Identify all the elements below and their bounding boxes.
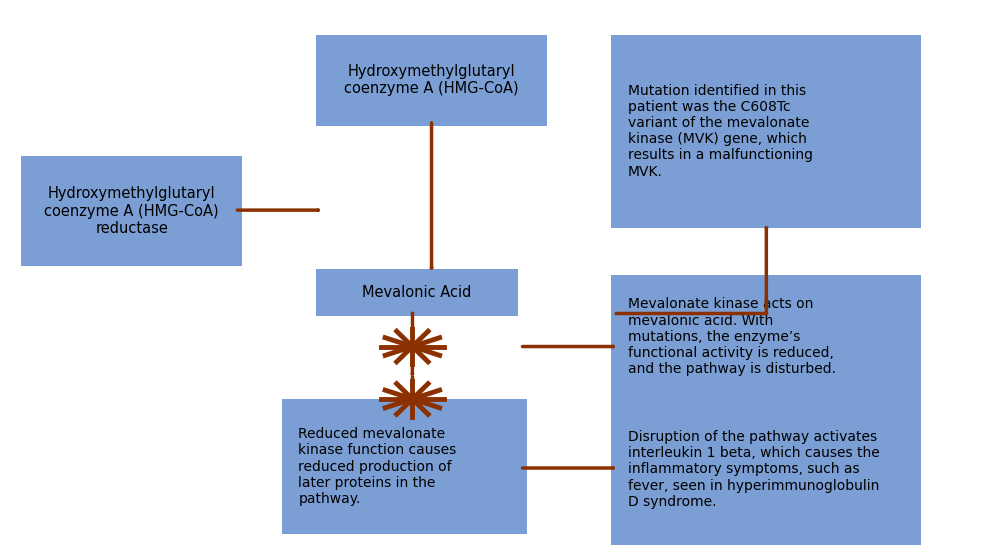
- FancyBboxPatch shape: [282, 399, 528, 534]
- Text: Disruption of the pathway activates
interleukin 1 beta, which causes the
inflamm: Disruption of the pathway activates inte…: [628, 430, 880, 509]
- Text: Reduced mevalonate
kinase function causes
reduced production of
later proteins i: Reduced mevalonate kinase function cause…: [299, 427, 457, 506]
- Text: Hydroxymethylglutaryl
coenzyme A (HMG-CoA): Hydroxymethylglutaryl coenzyme A (HMG-Co…: [344, 64, 519, 96]
- FancyBboxPatch shape: [611, 275, 921, 399]
- FancyBboxPatch shape: [317, 34, 547, 125]
- Text: Mevalonic Acid: Mevalonic Acid: [362, 285, 471, 300]
- FancyBboxPatch shape: [21, 156, 243, 266]
- FancyBboxPatch shape: [611, 393, 921, 546]
- FancyBboxPatch shape: [611, 34, 921, 228]
- Text: Mutation identified in this
patient was the C608Tc
variant of the mevalonate
kin: Mutation identified in this patient was …: [628, 84, 812, 179]
- FancyBboxPatch shape: [317, 269, 518, 316]
- Text: Hydroxymethylglutaryl
coenzyme A (HMG-CoA)
reductase: Hydroxymethylglutaryl coenzyme A (HMG-Co…: [44, 186, 219, 236]
- Text: Mevalonate kinase acts on
mevalonic acid. With
mutations, the enzyme’s
functiona: Mevalonate kinase acts on mevalonic acid…: [628, 297, 836, 376]
